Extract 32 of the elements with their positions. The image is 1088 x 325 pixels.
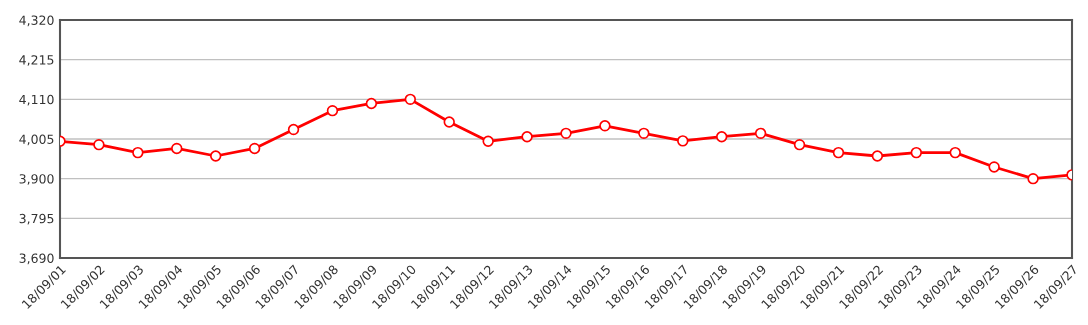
point [93, 138, 105, 151]
point [248, 142, 261, 155]
point [443, 116, 455, 128]
point [832, 146, 845, 159]
y-tick-label: 3,795 [19, 213, 54, 225]
point [521, 131, 533, 143]
point [132, 146, 144, 159]
y-tick-label: 4,110 [19, 94, 54, 106]
point [482, 135, 494, 147]
point [365, 97, 378, 110]
y-tick-label: 3,690 [19, 253, 54, 265]
point [171, 142, 183, 155]
point [793, 138, 806, 151]
point [754, 127, 767, 140]
point [677, 135, 689, 147]
point [1027, 172, 1039, 185]
point [871, 150, 884, 162]
point [949, 146, 961, 159]
point [638, 127, 650, 140]
point [287, 123, 300, 136]
point [560, 127, 572, 140]
point [404, 93, 417, 106]
point [988, 161, 1000, 173]
point [599, 120, 611, 132]
y-tick-label: 4,215 [19, 55, 54, 66]
y-tick-label: 3,900 [19, 174, 54, 185]
point [209, 150, 222, 162]
y-tick-label: 4,005 [19, 134, 54, 146]
point [910, 146, 923, 159]
point [326, 104, 339, 117]
point [715, 131, 728, 143]
y-tick-label: 4,320 [19, 15, 54, 27]
